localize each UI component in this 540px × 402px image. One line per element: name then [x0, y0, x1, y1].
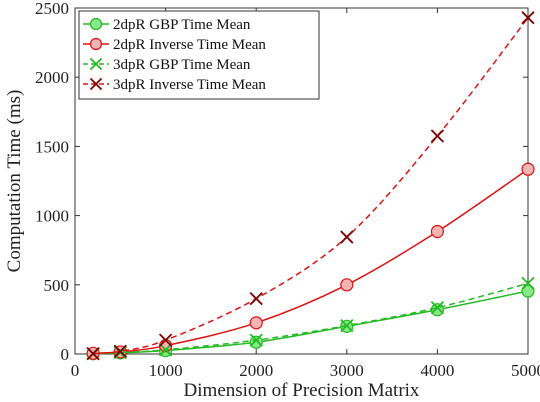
- legend-item-4: 3dpR Inverse Time Mean: [83, 77, 266, 93]
- y-axis-title: Computation Time (ms): [4, 90, 25, 273]
- series-line: [93, 17, 529, 355]
- y-tick-label: 1500: [35, 137, 69, 156]
- marker-stroke: [249, 333, 263, 347]
- x-tick-label: 1000: [149, 361, 183, 380]
- series-line: [93, 168, 529, 355]
- data-point: [521, 162, 535, 176]
- legend-item-2: 2dpR Inverse Time Mean: [83, 37, 266, 53]
- data-point: [340, 318, 354, 333]
- data-point: [113, 345, 127, 360]
- marker-stroke: [158, 333, 173, 347]
- legend-marker: [89, 57, 103, 71]
- data-point: [249, 316, 263, 330]
- data-point: [521, 11, 535, 25]
- y-tick-label: 500: [44, 276, 70, 295]
- series-line: [93, 290, 529, 355]
- marker-stroke: [89, 77, 103, 91]
- marker-stroke: [340, 318, 354, 333]
- data-point: [521, 276, 535, 291]
- series-4: [86, 11, 535, 361]
- marker-stroke: [249, 292, 263, 306]
- y-tick-label: 2000: [35, 68, 69, 87]
- marker-stroke: [86, 346, 100, 361]
- data-point: [340, 230, 354, 244]
- data-point: [521, 284, 535, 298]
- legend-item-1: 2dpR GBP Time Mean: [83, 17, 251, 33]
- marker-stroke: [89, 57, 103, 71]
- x-tick-label: 4000: [420, 361, 454, 380]
- series-line: [93, 282, 529, 355]
- data-point: [430, 300, 445, 315]
- data-point: [158, 343, 173, 357]
- data-point: [249, 292, 263, 306]
- legend-marker: [89, 37, 103, 51]
- legend-marker: [89, 17, 103, 31]
- series-2: [86, 162, 535, 360]
- legend-marker: [89, 77, 103, 91]
- y-tick-label: 0: [61, 345, 70, 364]
- data-point: [86, 346, 100, 361]
- legend-label: 3dpR Inverse Time Mean: [113, 77, 266, 93]
- x-tick-label: 2000: [239, 361, 273, 380]
- legend-box: [78, 10, 320, 100]
- marker-stroke: [113, 345, 127, 360]
- plot-frame: [74, 7, 529, 355]
- data-point: [430, 129, 445, 143]
- data-point: [340, 278, 354, 292]
- legend-label: 3dpR GBP Time Mean: [113, 57, 251, 73]
- y-tick-label: 2500: [35, 0, 69, 18]
- data-point: [430, 303, 444, 317]
- marker-stroke: [340, 230, 354, 244]
- data-point: [249, 333, 263, 347]
- legend-item-3: 3dpR GBP Time Mean: [83, 57, 251, 73]
- data-point: [113, 344, 127, 358]
- y-tick-label: 1000: [35, 207, 69, 226]
- marker-stroke: [430, 129, 445, 143]
- x-tick-label: 0: [71, 361, 80, 380]
- data-point: [430, 224, 444, 239]
- marker-stroke: [521, 11, 535, 25]
- series-layer: [86, 11, 535, 361]
- data-point: [158, 333, 173, 347]
- x-tick-label: 3000: [330, 361, 364, 380]
- legend-label: 2dpR Inverse Time Mean: [113, 37, 266, 53]
- legend: 2dpR GBP Time Mean 2dpR Inverse Time Mean…: [78, 10, 320, 100]
- data-point: [249, 335, 263, 349]
- x-axis-title: Dimension of Precision Matrix: [184, 380, 420, 401]
- marker-stroke: [430, 300, 445, 315]
- marker-stroke: [113, 344, 127, 358]
- marker-stroke: [521, 276, 535, 291]
- legend-label: 2dpR GBP Time Mean: [113, 17, 251, 33]
- marker-stroke: [158, 343, 173, 357]
